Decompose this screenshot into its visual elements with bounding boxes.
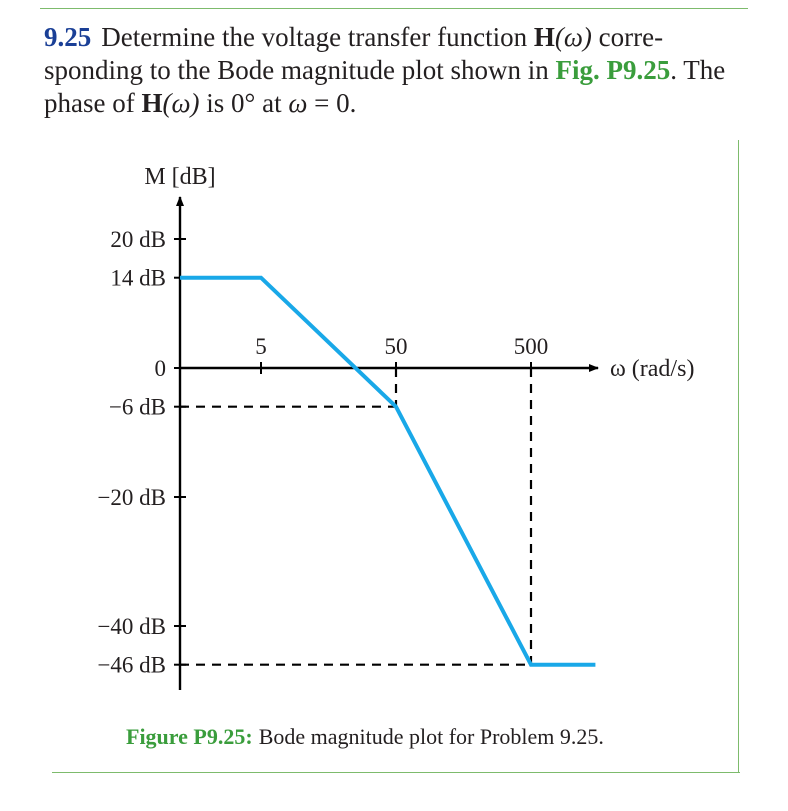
problem-number: 9.25 <box>44 22 92 52</box>
figure-reference-link[interactable]: Fig. P9.25 <box>555 55 671 85</box>
x-tick-label-1: 50 <box>385 334 408 359</box>
x-tick-label-0: 5 <box>255 334 267 359</box>
omega-symbol: ω <box>288 88 308 118</box>
y-tick-label-2: 0 <box>155 356 167 381</box>
problem-line-3: phase of H(ω) is 0° at ω = 0. <box>44 87 754 120</box>
problem-text-2a: sponding to the Bode magnitude plot show… <box>44 55 556 85</box>
caption-label: Figure P9.25: <box>126 724 253 749</box>
h-symbol-1: H <box>533 22 555 52</box>
problem-text-3a: phase of <box>44 88 142 118</box>
h-symbol-2: H <box>141 88 163 118</box>
y-tick-label-4: −20 dB <box>97 485 166 510</box>
omega-paren-1: (ω) <box>554 22 592 52</box>
y-tick-label-3: −6 dB <box>109 395 166 420</box>
top-rule <box>40 8 748 9</box>
y-tick-label-6: −46 dB <box>97 653 166 678</box>
problem-text-3b: is 0° at <box>199 88 289 118</box>
omega-paren-2: (ω) <box>162 88 200 118</box>
problem-text-2b: . The <box>670 55 726 85</box>
y-tick-label-1: 14 dB <box>110 266 166 291</box>
x-tick-label-2: 500 <box>514 334 549 359</box>
bode-magnitude-line-0 <box>180 275 596 667</box>
problem-text-1a: Determine the voltage transfer function <box>101 22 534 52</box>
problem-text-1b: corre- <box>591 22 664 52</box>
caption-text: Bode magnitude plot for Problem 9.25. <box>258 724 604 749</box>
problem-statement: 9.25 Determine the voltage transfer funct… <box>44 21 754 120</box>
y-axis-label: M [dB] <box>144 164 215 190</box>
x-axis-label: ω (rad/s) <box>610 356 694 382</box>
y-tick-label-0: 20 dB <box>110 227 166 252</box>
figure-caption: Figure P9.25: Bode magnitude plot for Pro… <box>126 724 604 750</box>
bottom-rule <box>52 772 740 773</box>
problem-line-2: sponding to the Bode magnitude plot show… <box>44 54 754 87</box>
problem-text-3c: = 0. <box>307 88 357 118</box>
y-tick-label-5: −40 dB <box>97 614 166 639</box>
problem-line-1: 9.25 Determine the voltage transfer funct… <box>44 21 754 54</box>
